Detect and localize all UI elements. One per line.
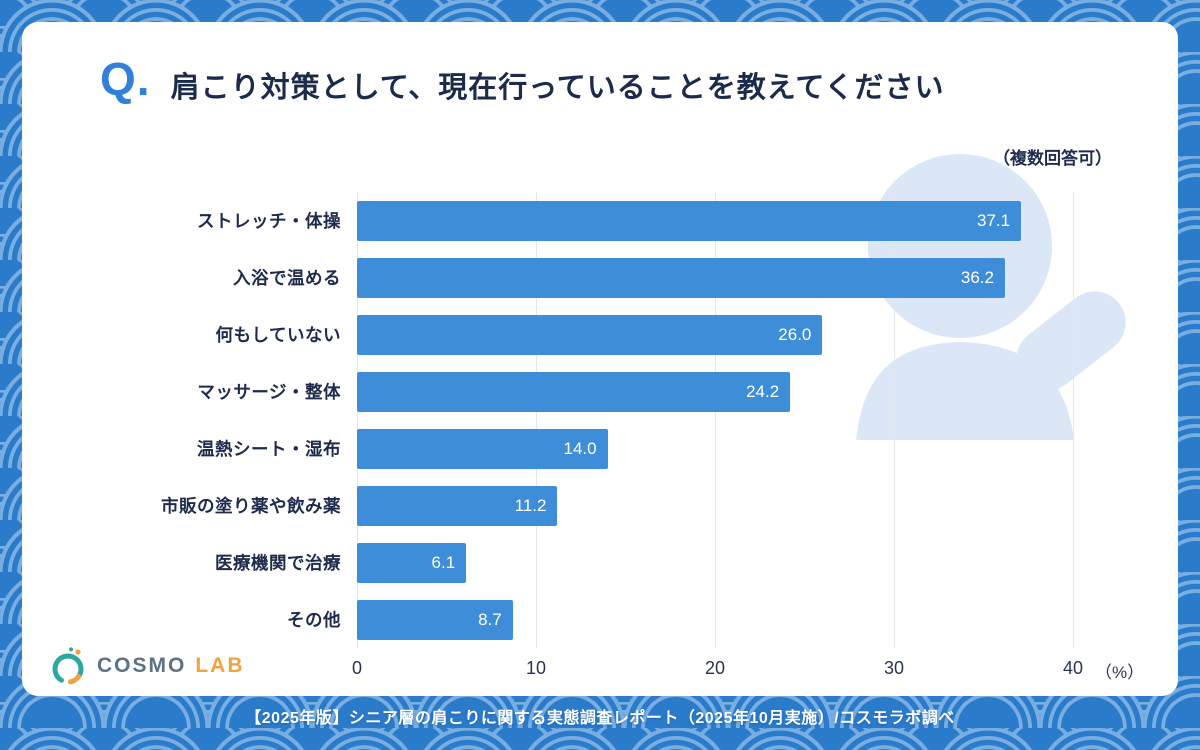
axis-tick-label: 20: [704, 658, 726, 678]
bar-value-label: 37.1: [976, 210, 1011, 230]
bar-value-label: 26.0: [778, 324, 812, 344]
bar-track: 11.2: [357, 485, 1073, 526]
logo-icon: [52, 647, 84, 685]
logo-text-cosmo: COSMO: [97, 654, 187, 677]
chart-row: ストレッチ・体操 37.1: [64, 192, 1136, 249]
bar: 11.2: [357, 485, 558, 526]
question-mark: Q.: [100, 53, 151, 105]
bar-value-label: 8.7: [478, 609, 502, 629]
chart-row: その他 8.7: [64, 591, 1136, 648]
bar-value-label: 14.0: [563, 438, 597, 458]
bar-value-label: 36.2: [960, 267, 994, 287]
chart-row: 入浴で温める 36.2: [64, 249, 1136, 306]
chart-row: 温熱シート・湿布 14.0: [64, 420, 1136, 477]
chart-row: マッサージ・整体 24.2: [64, 363, 1136, 420]
category-label: 温熱シート・湿布: [197, 439, 341, 459]
bar-chart: ストレッチ・体操 37.1 入浴で温める 36.2 何もしていない 26.0 マッサージ・整…: [64, 154, 1144, 702]
gridline: [357, 192, 358, 648]
bar: 14.0: [357, 428, 608, 469]
axis-tick-label: 40: [1062, 658, 1084, 678]
bar-value-label: 11.2: [514, 495, 547, 515]
chart-rows: ストレッチ・体操 37.1 入浴で温める 36.2 何もしていない 26.0 マッサージ・整…: [64, 192, 1136, 648]
chart-row: 医療機関で治療 6.1: [64, 534, 1136, 591]
chart-row: 市販の塗り薬や飲み薬 11.2: [64, 477, 1136, 534]
bar-track: 36.2: [357, 257, 1073, 298]
bar-value-label: 6.1: [431, 552, 456, 572]
bar: 26.0: [357, 314, 823, 355]
axis-tick-label: 10: [525, 658, 547, 678]
gridline: [536, 192, 537, 648]
axis-tick-label: 0: [351, 658, 363, 678]
bar: 37.1: [357, 200, 1022, 241]
category-label: ストレッチ・体操: [197, 211, 341, 231]
category-label: 医療機関で治療: [215, 553, 341, 573]
gridline: [715, 192, 716, 648]
category-label: 何もしていない: [215, 325, 341, 345]
bar-track: 37.1: [357, 200, 1073, 241]
bar-track: 6.1: [357, 542, 1073, 583]
bar: 24.2: [357, 371, 791, 412]
bar: 36.2: [357, 257, 1005, 298]
bar-track: 26.0: [357, 314, 1073, 355]
x-axis: （%） 0 10 20 30 40: [352, 656, 1144, 690]
category-label: 入浴で温める: [233, 268, 341, 288]
cosmo-lab-logo: COSMO LAB: [48, 646, 245, 686]
page-title: 肩こり対策として、現在行っていることを教えてください: [170, 72, 945, 104]
bar: 8.7: [357, 599, 513, 640]
bar-track: 8.7: [357, 599, 1073, 640]
gridline: [1073, 192, 1074, 648]
chart-gridlines: [357, 192, 1074, 648]
logo-text-lab: LAB: [195, 654, 245, 677]
axis-tick-label: 30: [883, 658, 905, 678]
bar-value-label: 24.2: [746, 381, 780, 401]
survey-card: Q. 肩こり対策として、現在行っていることを教えてください （複数回答可） スト…: [22, 22, 1178, 696]
axis-unit-label: （%）: [1095, 663, 1145, 682]
header: Q. 肩こり対策として、現在行っていることを教えてください: [22, 22, 1178, 106]
bar-track: 24.2: [357, 371, 1073, 412]
bar-track: 14.0: [357, 428, 1073, 469]
footer-caption: 【2025年版】シニア層の肩こりに関する実態調査レポート（2025年10月実施）…: [245, 710, 955, 727]
category-label: その他: [287, 610, 341, 630]
gridline: [894, 192, 895, 648]
category-label: 市販の塗り薬や飲み薬: [161, 496, 341, 516]
category-label: マッサージ・整体: [197, 382, 341, 402]
multiple-answers-note: （複数回答可）: [993, 149, 1112, 168]
bar: 6.1: [357, 542, 467, 583]
chart-row: 何もしていない 26.0: [64, 306, 1136, 363]
